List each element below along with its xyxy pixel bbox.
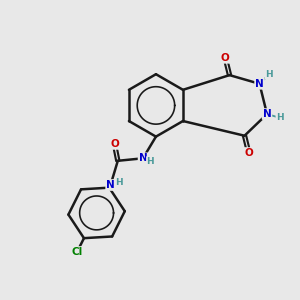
Text: H: H	[147, 157, 154, 166]
Text: Cl: Cl	[71, 247, 83, 257]
Text: N: N	[255, 79, 264, 89]
Text: O: O	[244, 148, 253, 158]
Text: N: N	[262, 109, 272, 119]
Text: N: N	[106, 180, 115, 190]
Text: H: H	[115, 178, 123, 187]
Text: O: O	[110, 139, 119, 149]
Text: N: N	[139, 153, 147, 163]
Text: O: O	[221, 53, 230, 63]
Text: H: H	[276, 113, 284, 122]
Text: H: H	[265, 70, 273, 79]
